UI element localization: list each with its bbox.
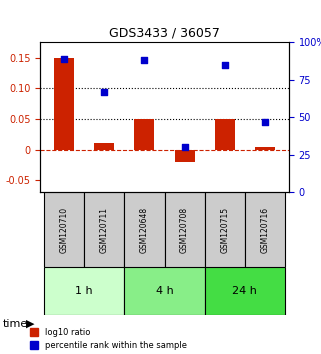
Bar bbox=[175, 149, 195, 162]
FancyBboxPatch shape bbox=[44, 267, 125, 315]
FancyBboxPatch shape bbox=[205, 267, 285, 315]
Point bbox=[102, 89, 107, 95]
Bar bbox=[54, 58, 74, 149]
FancyBboxPatch shape bbox=[205, 193, 245, 267]
FancyBboxPatch shape bbox=[245, 193, 285, 267]
Text: GSM120648: GSM120648 bbox=[140, 207, 149, 253]
Text: GSM120711: GSM120711 bbox=[100, 207, 109, 253]
Point bbox=[262, 119, 267, 125]
Title: GDS3433 / 36057: GDS3433 / 36057 bbox=[109, 27, 220, 40]
Text: time: time bbox=[3, 319, 29, 329]
Point bbox=[182, 144, 187, 150]
Bar bbox=[215, 119, 235, 149]
FancyBboxPatch shape bbox=[125, 267, 205, 315]
Legend: log10 ratio, percentile rank within the sample: log10 ratio, percentile rank within the … bbox=[30, 328, 187, 350]
Text: ▶: ▶ bbox=[26, 319, 34, 329]
Text: GSM120708: GSM120708 bbox=[180, 207, 189, 253]
FancyBboxPatch shape bbox=[84, 193, 125, 267]
Text: GSM120710: GSM120710 bbox=[60, 207, 69, 253]
Point bbox=[142, 58, 147, 63]
Bar bbox=[134, 119, 154, 149]
FancyBboxPatch shape bbox=[44, 193, 84, 267]
FancyBboxPatch shape bbox=[125, 193, 165, 267]
Text: 24 h: 24 h bbox=[232, 286, 257, 296]
Text: GSM120716: GSM120716 bbox=[260, 207, 269, 253]
Text: GSM120715: GSM120715 bbox=[220, 207, 229, 253]
Bar bbox=[94, 143, 114, 149]
Point bbox=[62, 56, 67, 62]
Point bbox=[222, 62, 227, 68]
FancyBboxPatch shape bbox=[165, 193, 205, 267]
Text: 1 h: 1 h bbox=[75, 286, 93, 296]
Text: 4 h: 4 h bbox=[156, 286, 173, 296]
Bar bbox=[255, 147, 275, 149]
